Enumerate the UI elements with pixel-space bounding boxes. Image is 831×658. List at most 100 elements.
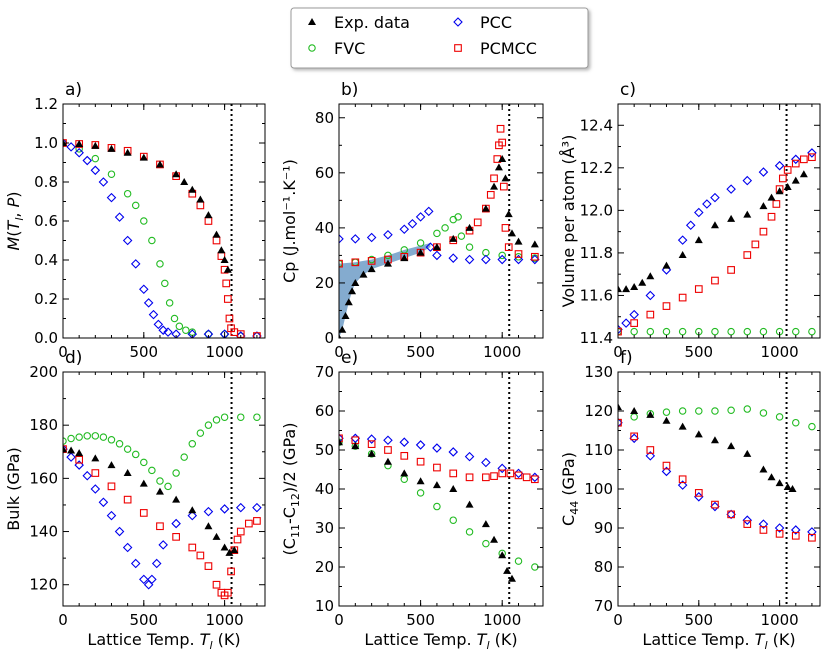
- y-tick-label: 20: [315, 558, 334, 576]
- series-exp-data: [339, 438, 516, 582]
- data-point: [350, 234, 361, 244]
- data-point: [383, 259, 392, 267]
- panel-a: 0 500 1000 0.0 0.2 0.4 0.6 0.8 1.0 1.2 a) M(Tl, P): [4, 80, 266, 361]
- data-point: [759, 227, 768, 236]
- data-point: [481, 204, 490, 212]
- data-point: [74, 147, 84, 158]
- data-point: [107, 436, 116, 444]
- data-point: [407, 218, 418, 229]
- panel-label: c): [620, 80, 636, 100]
- data-point: [339, 325, 347, 333]
- data-point: [630, 432, 639, 441]
- x-tick-label: 1000: [206, 611, 244, 629]
- data-point: [217, 246, 226, 254]
- data-point: [694, 285, 703, 293]
- data-point: [351, 442, 360, 450]
- data-point: [702, 199, 712, 209]
- data-point: [75, 449, 84, 457]
- data-point: [711, 500, 719, 509]
- x-tick-label: 1000: [761, 343, 799, 361]
- data-point: [233, 535, 242, 544]
- series-exp-data: [618, 170, 808, 293]
- series-fvc: [63, 413, 261, 491]
- data-point: [498, 251, 506, 260]
- data-point: [196, 551, 205, 560]
- data-point: [253, 517, 261, 525]
- data-point: [618, 403, 622, 411]
- data-point: [497, 254, 507, 265]
- data-point: [694, 489, 703, 497]
- data-point: [432, 243, 441, 251]
- data-point: [223, 295, 232, 303]
- data-point: [237, 413, 245, 421]
- data-point: [139, 153, 148, 161]
- data-point: [497, 463, 507, 474]
- data-point: [151, 558, 162, 569]
- data-point: [367, 257, 376, 265]
- data-point: [678, 407, 687, 415]
- data-point: [67, 434, 75, 443]
- x-tick-label: 500: [406, 611, 435, 629]
- data-point: [710, 501, 720, 512]
- data-point: [106, 510, 117, 521]
- data-point: [90, 165, 101, 176]
- series-pcmcc: [63, 445, 261, 600]
- y-tick-label: 70: [315, 363, 334, 381]
- series-pcc: [63, 138, 262, 338]
- data-point: [66, 142, 76, 152]
- data-point: [432, 481, 441, 489]
- data-point: [383, 229, 393, 240]
- data-point: [196, 429, 205, 437]
- data-point: [678, 475, 687, 484]
- y-tick-label: 0.0: [34, 329, 58, 347]
- data-point: [75, 139, 84, 147]
- data-point: [416, 457, 425, 466]
- data-point: [743, 327, 752, 336]
- data-point: [482, 473, 490, 482]
- data-point: [123, 495, 132, 504]
- data-point: [219, 504, 230, 514]
- y-tick-label: 30: [315, 519, 334, 537]
- data-point: [759, 409, 768, 417]
- data-point: [366, 232, 377, 243]
- data-point: [148, 236, 156, 245]
- series-fvc: [339, 438, 539, 571]
- panel-e: 0 500 1000 10 20 30 40 50 60 70 e) Lattice Temp. Tl…: [280, 348, 544, 652]
- y-tick-label: 40: [315, 480, 334, 498]
- data-point: [629, 433, 639, 444]
- x-axis-label: Lattice Temp. Tl (K): [87, 630, 240, 652]
- data-point: [384, 446, 392, 454]
- data-point: [156, 260, 164, 268]
- data-point: [163, 327, 173, 337]
- data-point: [449, 469, 458, 478]
- data-point: [751, 240, 760, 249]
- series-pcmcc: [618, 153, 816, 336]
- y-tick-label: 0: [324, 329, 334, 347]
- data-point: [758, 519, 769, 529]
- data-point: [630, 413, 638, 421]
- y-tick-label: 120: [584, 402, 613, 420]
- data-point: [501, 224, 510, 232]
- data-point: [91, 141, 100, 149]
- y-tick-label: 130: [584, 363, 613, 381]
- y-tick-label: 10: [315, 597, 334, 615]
- data-point: [465, 223, 474, 231]
- data-point: [339, 438, 343, 446]
- plot-frame: [338, 103, 544, 339]
- data-point: [727, 510, 735, 519]
- data-point: [204, 421, 213, 429]
- series-exp-data: [63, 139, 232, 273]
- data-point: [662, 408, 671, 416]
- data-point: [155, 160, 164, 168]
- data-point: [490, 535, 499, 543]
- data-point: [662, 416, 671, 424]
- data-point: [366, 434, 377, 444]
- data-point: [473, 218, 482, 227]
- data-point: [807, 148, 817, 158]
- data-point: [98, 177, 109, 187]
- data-point: [482, 539, 490, 548]
- legend: Exp. data PCC FVC PCMCC: [290, 7, 589, 69]
- data-point: [423, 206, 434, 217]
- data-point: [522, 473, 531, 482]
